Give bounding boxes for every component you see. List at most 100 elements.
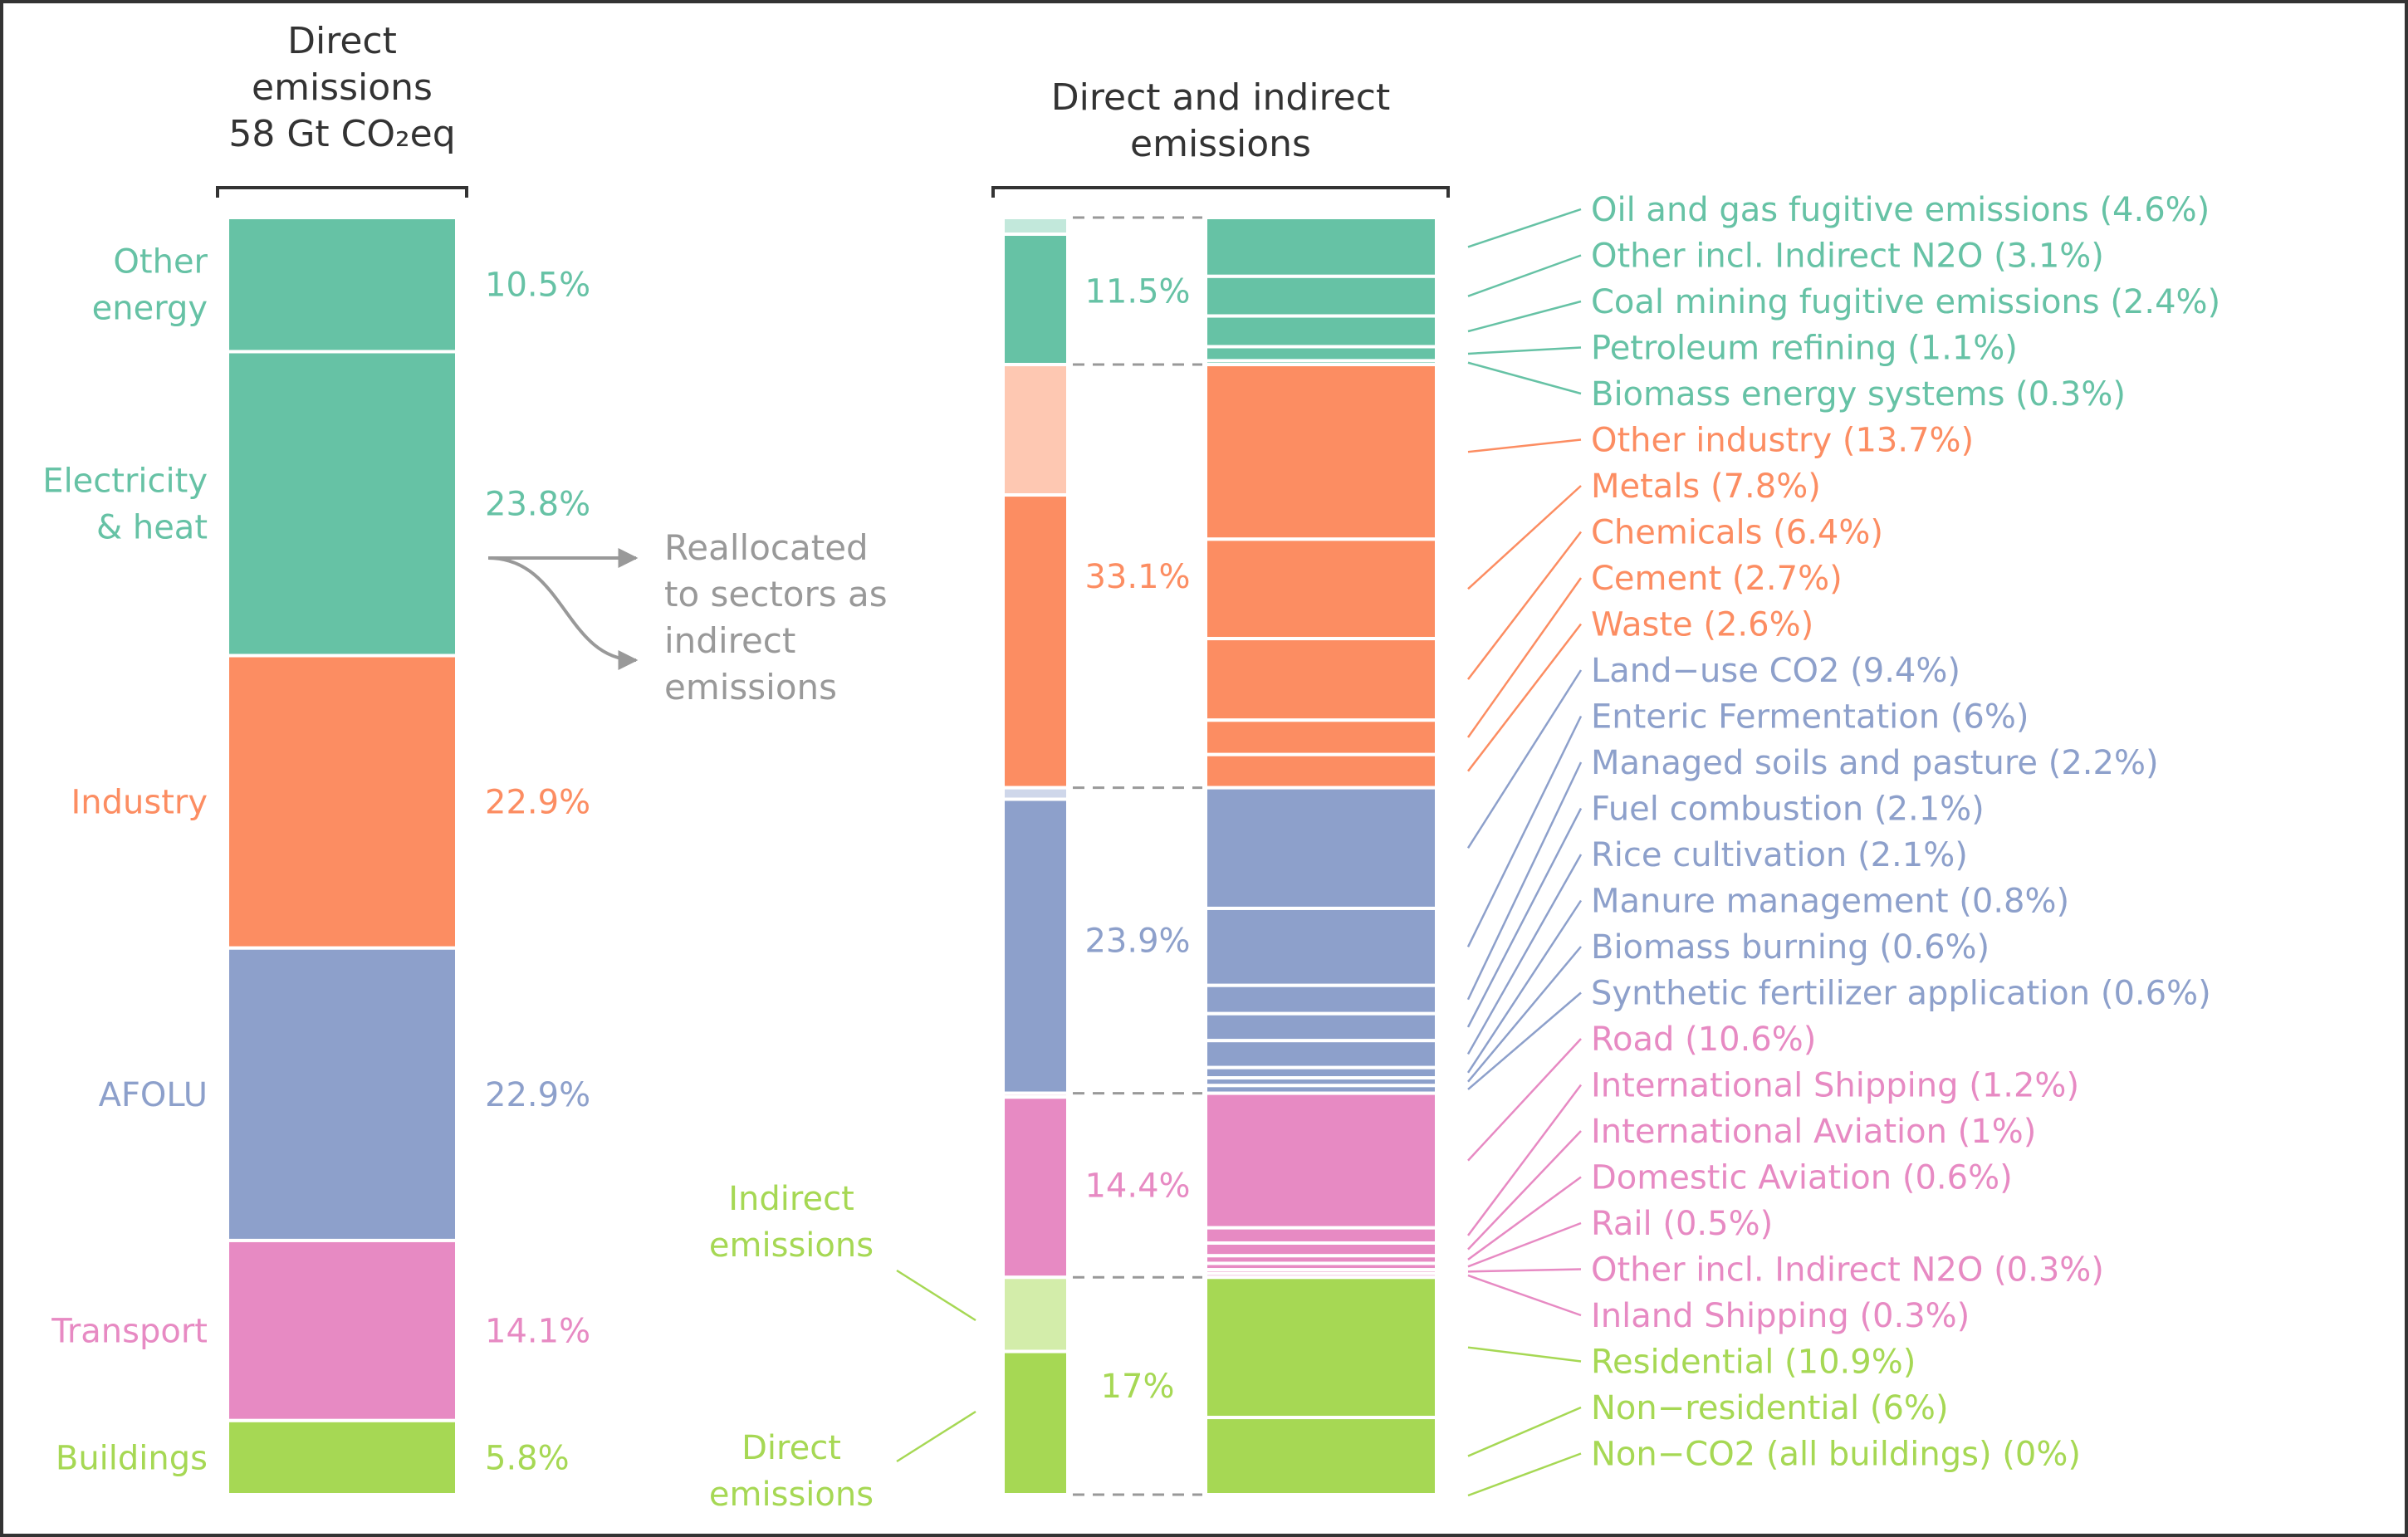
combined-total-label: 14.4%: [1084, 1167, 1190, 1205]
subsector-label: Rail (0.5%): [1591, 1205, 1773, 1243]
subsector-label: Non−residential (6%): [1591, 1389, 1949, 1427]
direct-sector-label: Industry: [71, 784, 208, 822]
leader-line: [1467, 531, 1582, 680]
subsector-bars: [1204, 216, 1438, 1497]
subsector-label: Metals (7.8%): [1591, 467, 1821, 506]
subsector-label: Other industry (13.7%): [1591, 422, 1974, 460]
direct-sector-label: & heat: [96, 509, 208, 547]
leader-line: [1466, 854, 1583, 1055]
direct-bracket: [216, 186, 468, 198]
subsector-bar-road-10-6: [1204, 1091, 1438, 1230]
combined-emissions-bars: 11.5% 33.1% 23.9% 14.4% 17%: [1001, 216, 1191, 1496]
subsector-bar-oil-and-gas-fugitive-emissions-4-6: [1204, 216, 1438, 278]
subsector-label: Manure management (0.8%): [1591, 883, 2069, 921]
leader-line: [1467, 1452, 1582, 1497]
direct-value-label: 10.5%: [485, 267, 590, 305]
leader-line: [1466, 715, 1583, 947]
leader-line: [1467, 300, 1582, 333]
direct-sector-label: energy: [92, 290, 208, 328]
combined-direct-bar-industry: [1001, 493, 1069, 790]
direct-value-label: 23.8%: [485, 486, 590, 524]
subsector-label: Synthetic fertilizer application (0.6%): [1591, 975, 2211, 1013]
subsector-bar-non-residential-6: [1204, 1416, 1438, 1497]
subsector-label: Road (10.6%): [1591, 1021, 1816, 1059]
direct-sector-label: Transport: [51, 1312, 208, 1350]
leader-line: [1467, 1268, 1582, 1273]
direct-pointer: [896, 1410, 976, 1463]
subsector-label: Land−use CO2 (9.4%): [1591, 652, 1960, 690]
subsector-bar-land-use-co2-9-4: [1204, 786, 1438, 910]
leader-line: [1467, 1084, 1582, 1236]
leader-line: [1467, 208, 1582, 248]
leader-line: [1467, 361, 1582, 395]
leader-line: [1466, 899, 1583, 1074]
subsector-label: International Aviation (1%): [1591, 1113, 2036, 1151]
leader-line: [1467, 1221, 1582, 1268]
subsector-bar-managed-soils-and-pasture-2-2: [1204, 983, 1438, 1016]
leader-line: [1467, 346, 1582, 355]
subsector-bar-coal-mining-fugitive-emissions-2-4: [1204, 314, 1438, 349]
combined-total-label: 33.1%: [1084, 558, 1190, 596]
subsector-label: International Shipping (1.2%): [1591, 1067, 2079, 1105]
combined-direct-bar-afolu: [1001, 797, 1069, 1095]
combined-indirect-bar-industry: [1001, 363, 1069, 497]
subsector-label: Residential (10.9%): [1591, 1344, 1916, 1382]
subsector-bar-international-aviation-1: [1204, 1241, 1438, 1258]
combined-indirect-bar-buildings: [1001, 1275, 1069, 1353]
subsector-bar-international-shipping-1-2: [1204, 1226, 1438, 1245]
subsector-label: Petroleum refining (1.1%): [1591, 330, 2018, 368]
direct-sector-label: AFOLU: [99, 1076, 208, 1114]
leader-line: [1466, 669, 1583, 849]
subsector-bar-enteric-fermentation-6: [1204, 906, 1438, 987]
subsector-bar-metals-7-8: [1204, 537, 1438, 641]
direct-sector-label: Buildings: [56, 1439, 208, 1477]
subsector-label: Enteric Fermentation (6%): [1591, 698, 2029, 737]
subsector-label: Fuel combustion (2.1%): [1591, 791, 1985, 829]
combined-total-label: 17%: [1101, 1368, 1175, 1406]
leader-line: [1467, 1038, 1582, 1162]
subsector-label: Managed soils and pasture (2.2%): [1591, 744, 2159, 782]
direct-sector-label: Electricity: [42, 463, 208, 501]
subsector-bar-petroleum-refining-1-1: [1204, 345, 1438, 363]
subsector-bar-rice-cultivation-2-1: [1204, 1039, 1438, 1070]
subsector-label: Biomass burning (0.6%): [1591, 928, 1990, 967]
subsector-label: Cement (2.7%): [1591, 560, 1843, 598]
combined-total-label: 23.9%: [1084, 923, 1190, 961]
leader-line: [1466, 807, 1583, 1028]
direct-bar-afolu: [226, 946, 458, 1242]
combined-bracket: [991, 186, 1450, 198]
combined-direct-bar-buildings: [1001, 1349, 1069, 1496]
leader-line: [1467, 991, 1582, 1090]
direct-value-label: 22.9%: [485, 1076, 590, 1114]
leader-line: [1467, 254, 1582, 297]
subsector-bar-fuel-combustion-2-1: [1204, 1011, 1438, 1043]
combined-total-label: 11.5%: [1084, 273, 1190, 311]
subsector-label: Rice cultivation (2.1%): [1591, 836, 1968, 874]
subsector-label: Oil and gas fugitive emissions (4.6%): [1591, 191, 2210, 229]
subsector-bar-cement-2-7: [1204, 718, 1438, 756]
group-divider-dashes: [1073, 216, 1202, 1496]
leader-line: [1466, 577, 1583, 738]
leader-line: [1467, 1406, 1582, 1457]
leader-line: [1467, 1274, 1582, 1317]
direct-value-label: 14.1%: [485, 1312, 590, 1350]
arrow-curved: [487, 556, 639, 670]
indirect-pointer: [896, 1269, 976, 1322]
leader-line: [1466, 761, 1583, 1001]
subsector-bar-residential-10-9: [1204, 1275, 1438, 1420]
leader-line: [1467, 438, 1582, 453]
direct-bar-other-energy: [226, 216, 458, 354]
subsector-bar-chemicals-6-4: [1204, 637, 1438, 722]
leader-line: [1467, 623, 1582, 772]
subsector-label: Non−CO2 (all buildings) (0%): [1591, 1436, 2081, 1474]
direct-bar-electricity-heat: [226, 350, 458, 658]
leader-line: [1467, 1346, 1582, 1363]
direct-emissions-bars: Other energy 10.5% Electricity & heat 23.8% In…: [42, 216, 590, 1497]
subsector-label: Other incl. Indirect N2O (0.3%): [1591, 1251, 2104, 1290]
leader-line: [1467, 1130, 1582, 1251]
leader-line: [1467, 485, 1582, 590]
leader-line: [1467, 1176, 1582, 1260]
direct-bar-transport: [226, 1238, 458, 1422]
